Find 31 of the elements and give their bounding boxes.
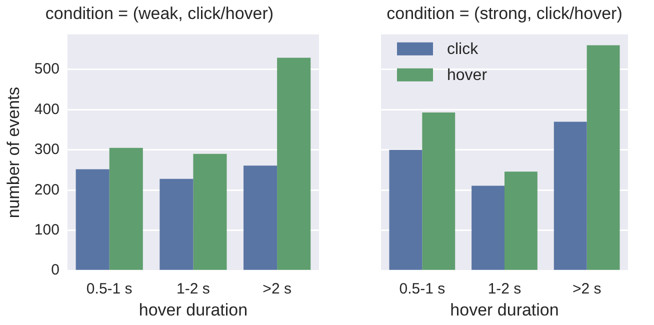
x-axis-title: hover duration [138, 300, 248, 320]
x-tick-label: >2 s [572, 280, 602, 298]
bar [586, 45, 620, 270]
bar [160, 178, 194, 270]
x-tick-label: 1-2 s [488, 280, 522, 298]
bar [472, 186, 504, 270]
y-tick-label: 200 [34, 181, 60, 198]
x-tick-label: 0.5-1 s [399, 280, 446, 298]
y-tick-label: 500 [34, 60, 60, 78]
bar [389, 150, 422, 270]
legend-label: click [447, 40, 480, 58]
y-tick-label: 300 [34, 141, 60, 158]
bar [244, 166, 278, 270]
x-tick-label: 0.5-1 s [86, 280, 132, 298]
chart-title: condition = (strong, click/hover) [386, 4, 622, 23]
y-tick-label: 100 [34, 222, 60, 238]
bar [554, 122, 587, 270]
legend-label: hover [447, 66, 488, 84]
bar [422, 112, 456, 270]
chart-title: condition = (weak, click/hover) [45, 4, 274, 23]
bar [504, 172, 538, 270]
x-axis-title: hover duration [450, 300, 559, 320]
y-axis-title: number of events [4, 86, 23, 218]
bar [277, 58, 311, 270]
bar [109, 148, 143, 270]
x-tick-label: 1-2 s [176, 280, 210, 298]
y-tick-label: 400 [34, 100, 60, 118]
bar [76, 169, 110, 270]
y-tick-label: 0 [51, 262, 60, 279]
x-tick-label: >2 s [262, 280, 292, 298]
bar [193, 154, 227, 270]
